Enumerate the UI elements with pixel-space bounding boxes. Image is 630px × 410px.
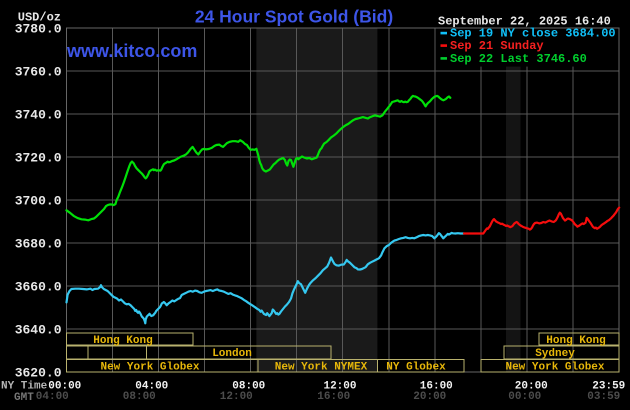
svg-text:08:00: 08:00 <box>123 391 156 403</box>
svg-text:3660.0: 3660.0 <box>15 280 62 295</box>
svg-text:3640.0: 3640.0 <box>15 323 62 338</box>
svg-text:USD/oz: USD/oz <box>18 11 61 25</box>
svg-text:20:00: 20:00 <box>515 380 548 392</box>
svg-text:12:00: 12:00 <box>323 380 356 392</box>
svg-text:NY Time: NY Time <box>1 380 48 392</box>
svg-text:New York NYMEX: New York NYMEX <box>275 361 368 373</box>
svg-text:3700.0: 3700.0 <box>15 194 62 209</box>
svg-text:04:00: 04:00 <box>36 391 69 403</box>
svg-text:GMT: GMT <box>14 392 34 404</box>
svg-text:16:00: 16:00 <box>420 380 453 392</box>
svg-text:3620.0: 3620.0 <box>15 366 62 381</box>
svg-text:24 Hour Spot Gold (Bid): 24 Hour Spot Gold (Bid) <box>195 7 393 27</box>
svg-text:Sep 21 Sunday: Sep 21 Sunday <box>450 39 544 53</box>
svg-text:3740.0: 3740.0 <box>15 108 62 123</box>
svg-text:23:59: 23:59 <box>592 380 625 392</box>
svg-text:Sydney: Sydney <box>535 348 575 360</box>
svg-text:3760.0: 3760.0 <box>15 65 62 80</box>
svg-text:Sep 19 NY close 3684.00: Sep 19 NY close 3684.00 <box>450 27 616 41</box>
svg-text:00:00: 00:00 <box>508 391 541 403</box>
svg-text:New York Globex: New York Globex <box>100 361 199 373</box>
svg-text:12:00: 12:00 <box>220 391 253 403</box>
svg-text:00:00: 00:00 <box>48 380 81 392</box>
svg-text:3680.0: 3680.0 <box>15 237 62 252</box>
svg-text:3780.0: 3780.0 <box>15 22 62 37</box>
svg-text:16:00: 16:00 <box>317 391 350 403</box>
svg-text:Sep 22 Last 3746.60: Sep 22 Last 3746.60 <box>450 52 587 66</box>
svg-text:3720.0: 3720.0 <box>15 151 62 166</box>
svg-text:03:59: 03:59 <box>587 391 620 403</box>
svg-text:08:00: 08:00 <box>232 380 265 392</box>
svg-text:04:00: 04:00 <box>135 380 168 392</box>
svg-text:London: London <box>212 348 252 360</box>
svg-text:20:00: 20:00 <box>413 391 446 403</box>
svg-text:Hong Kong: Hong Kong <box>546 335 605 347</box>
svg-text:NY Globex: NY Globex <box>386 361 446 373</box>
svg-text:September 22, 2025 16:40: September 22, 2025 16:40 <box>438 15 611 29</box>
svg-text:New York Globex: New York Globex <box>505 361 604 373</box>
svg-text:www.kitco.com: www.kitco.com <box>66 41 197 61</box>
svg-text:Hong Kong: Hong Kong <box>93 335 152 347</box>
